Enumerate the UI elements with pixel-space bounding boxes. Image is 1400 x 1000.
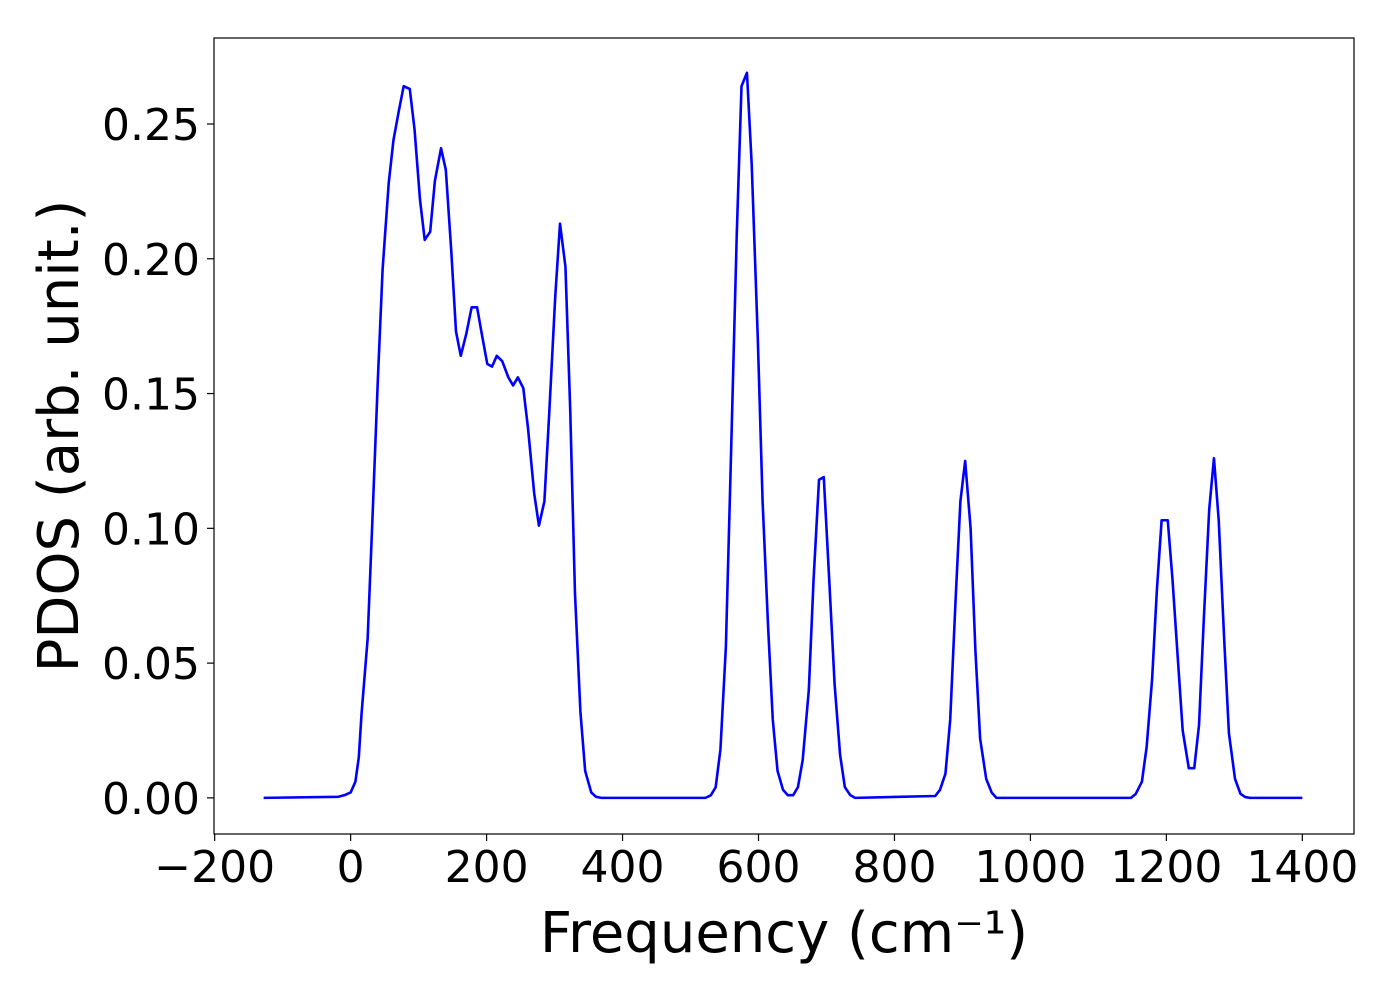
y-tick-label: 0.10 [102,504,200,555]
x-tick-label: 400 [581,842,665,893]
x-tick-label: −200 [154,842,275,893]
x-tick-label: 600 [717,842,801,893]
x-tick-label: 200 [445,842,529,893]
y-tick-label: 0.25 [102,100,200,151]
x-tick-label: 0 [337,842,365,893]
x-tick-label: 800 [852,842,936,893]
plot-frame [213,37,1355,835]
x-tick-label: 1000 [974,842,1086,893]
y-tick-label: 0.05 [102,639,200,690]
x-tick-label: 1200 [1110,842,1222,893]
y-tick-label: 0.15 [102,370,200,421]
data-line [263,71,1303,800]
y-tick-label: 0.20 [102,235,200,286]
x-tick-label: 1400 [1246,842,1358,893]
x-axis-label: Frequency (cm⁻¹) [540,901,1028,966]
y-axis-label: PDOS (arb. unit.) [27,200,92,673]
y-tick-label: 0.00 [102,774,200,825]
